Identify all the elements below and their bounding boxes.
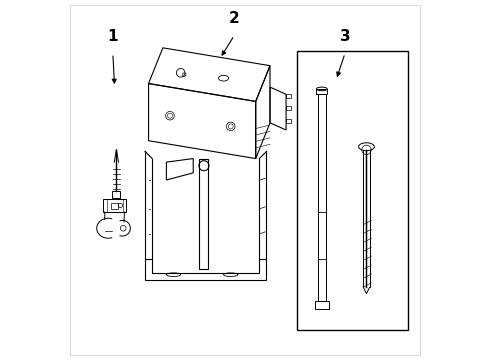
Bar <box>111 203 118 209</box>
Bar <box>286 94 292 98</box>
Text: 2: 2 <box>229 12 240 26</box>
Bar <box>318 94 326 301</box>
Text: 1: 1 <box>108 29 118 44</box>
Bar <box>199 158 208 269</box>
Bar <box>286 106 292 111</box>
Bar <box>286 118 292 123</box>
Bar <box>103 199 126 212</box>
Text: 3: 3 <box>340 29 350 44</box>
Bar <box>113 191 121 198</box>
Bar <box>297 51 408 330</box>
Bar <box>317 89 327 94</box>
Bar <box>315 301 329 309</box>
